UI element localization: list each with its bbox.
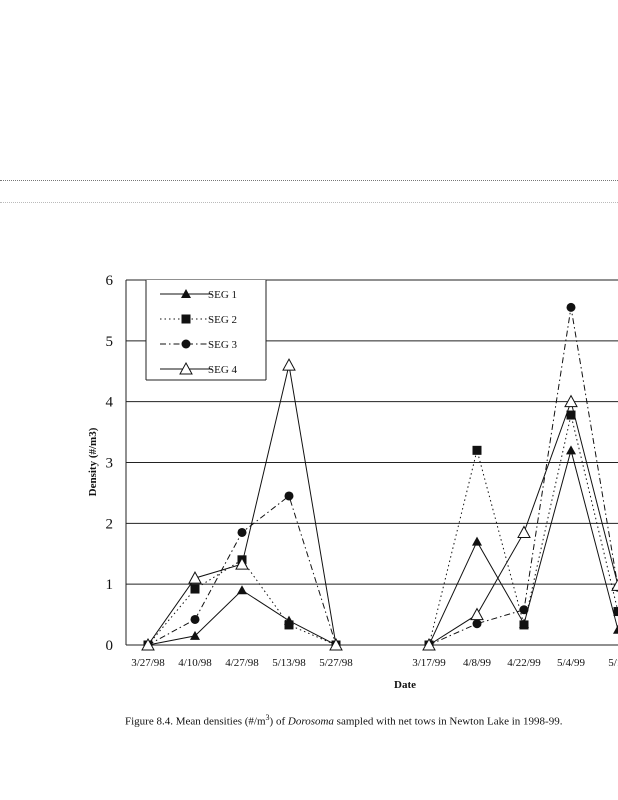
series-line	[147, 559, 337, 646]
y-tick-label: 6	[106, 273, 114, 289]
legend-label: SEG 2	[208, 314, 237, 326]
series-lines	[141, 302, 618, 651]
series-line	[428, 448, 618, 646]
data-point	[141, 637, 155, 651]
y-tick-labels: 0 1 2 3 4 5 6	[106, 273, 114, 654]
x-tick-label: 3/27/98	[131, 657, 165, 669]
series-line	[428, 307, 618, 646]
data-point	[470, 607, 484, 621]
gridlines	[126, 279, 618, 585]
data-point	[519, 620, 529, 630]
data-point	[611, 578, 618, 591]
data-point	[181, 314, 191, 324]
x-axis-title: Date	[394, 679, 416, 691]
axes	[125, 280, 618, 646]
data-point	[237, 527, 247, 537]
y-tick-label: 1	[106, 577, 114, 593]
data-point	[422, 637, 436, 651]
caption-mid: ) of	[269, 715, 288, 728]
y-axis-title: Density (#/m3)	[87, 427, 99, 496]
series-line	[147, 495, 337, 646]
caption-sup: 3	[265, 713, 270, 722]
legend: SEG 1 SEG 2 SEG 3 SEG 4	[145, 280, 267, 381]
data-point	[519, 605, 529, 615]
data-point	[235, 557, 249, 570]
data-point	[564, 394, 578, 408]
data-point	[472, 619, 482, 629]
data-point	[284, 620, 294, 630]
data-point	[472, 536, 482, 546]
data-point	[179, 361, 193, 375]
y-tick-label: 3	[106, 456, 114, 472]
x-tick-label: 5/27/98	[319, 657, 353, 669]
data-point	[190, 630, 200, 640]
data-point	[566, 302, 576, 312]
data-point	[613, 624, 618, 634]
data-point	[181, 289, 191, 298]
data-point	[284, 491, 294, 501]
x-tick-label: 5/13/98	[272, 657, 306, 669]
data-point	[188, 571, 202, 584]
x-tick-label: 4/10/98	[178, 657, 212, 669]
series-seg-1	[143, 445, 618, 649]
series-seg-2	[143, 410, 618, 650]
scan-artifact-line	[0, 202, 618, 203]
legend-box	[146, 280, 266, 380]
data-point	[566, 445, 576, 455]
y-tick-label: 4	[106, 395, 114, 411]
data-point	[282, 358, 296, 371]
data-point	[517, 525, 531, 538]
legend-label: SEG 1	[208, 289, 237, 301]
series-seg-4	[141, 358, 618, 651]
series-line	[147, 365, 337, 646]
scan-artifact-line	[0, 180, 618, 181]
y-tick-label: 0	[106, 638, 114, 654]
data-point	[566, 410, 576, 420]
data-point	[190, 614, 200, 624]
x-tick-label: 3/17/99	[412, 657, 446, 669]
series-line	[147, 589, 337, 646]
legend-label: SEG 3	[208, 339, 238, 351]
data-point	[613, 607, 618, 617]
data-point	[181, 339, 191, 349]
data-point	[190, 584, 200, 594]
caption-prefix: Figure 8.4. Mean densities (#/m	[125, 715, 266, 728]
data-point	[472, 445, 482, 455]
x-tick-label: 5/19	[608, 657, 618, 669]
data-point	[237, 585, 247, 595]
x-tick-label: 4/8/99	[463, 657, 492, 669]
y-tick-label: 2	[106, 516, 114, 532]
caption-species: Dorosoma	[287, 715, 334, 728]
legend-label: SEG 4	[208, 364, 238, 376]
x-tick-labels: 3/27/98 4/10/98 4/27/98 5/13/98 5/27/98 3/17/…	[131, 657, 618, 669]
y-tick-label: 5	[106, 334, 114, 350]
x-tick-label: 5/4/99	[557, 657, 586, 669]
figure-caption: Figure 8.4. Mean densities (#/m3) of Dor…	[125, 713, 562, 728]
x-tick-label: 4/22/99	[507, 657, 541, 669]
caption-suffix: sampled with net tows in Newton Lake in …	[333, 715, 563, 728]
data-point	[329, 637, 343, 651]
x-tick-label: 4/27/98	[225, 657, 259, 669]
